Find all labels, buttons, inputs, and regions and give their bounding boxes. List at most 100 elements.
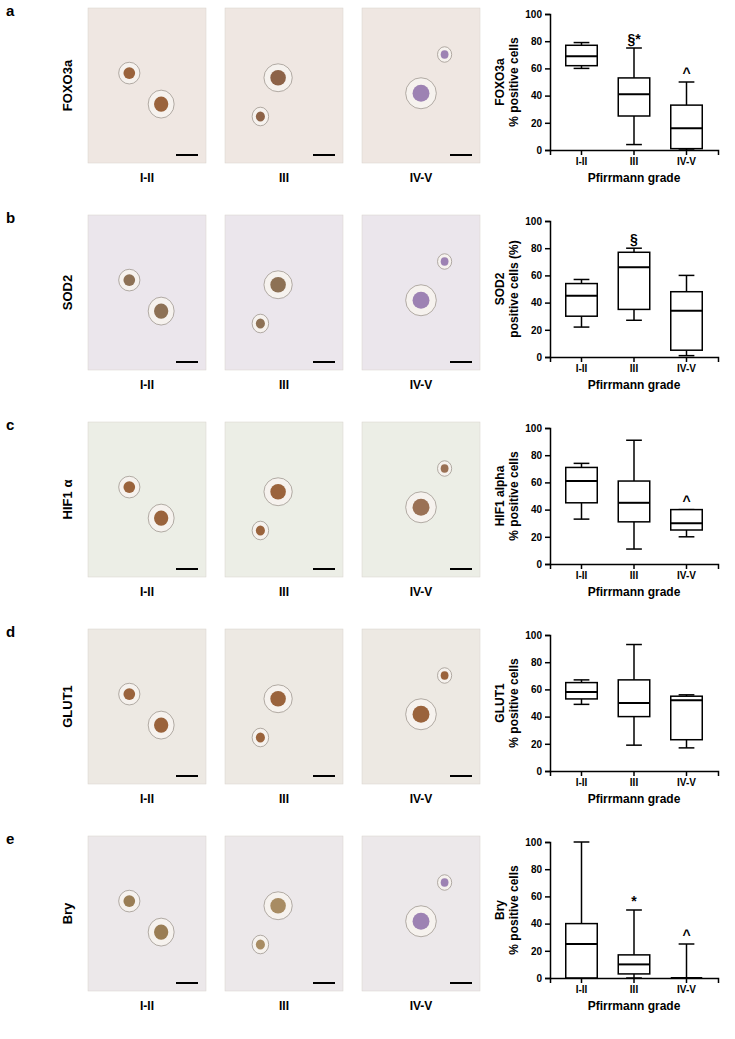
- y-tick-label: 40: [531, 504, 543, 515]
- micrograph-ground: [225, 8, 343, 163]
- cell-nucleus: [270, 484, 286, 499]
- scale-bar: [450, 154, 472, 156]
- image-label: I-II: [140, 999, 154, 1013]
- cell-nucleus: [441, 464, 449, 473]
- y-axis-title: HIF1 alpha: [493, 465, 507, 526]
- scale-bar: [313, 154, 335, 156]
- y-axis-title: Bry: [493, 900, 507, 920]
- cell-lacuna: [264, 271, 292, 299]
- median: [566, 943, 598, 945]
- micrograph: [88, 215, 206, 370]
- y-tick-mark: [545, 923, 550, 925]
- significance-mark: §*: [627, 31, 641, 47]
- x-tick-label: III: [630, 570, 639, 581]
- micrograph-ground: [225, 836, 343, 991]
- y-tick: 0: [536, 559, 550, 570]
- scale-bar: [450, 361, 472, 363]
- y-tick-label: 20: [531, 532, 543, 543]
- box-iqr: [671, 696, 703, 740]
- y-tick: 60: [531, 270, 550, 281]
- x-tick: IV-V: [677, 771, 696, 788]
- significance-mark: ^: [682, 65, 690, 81]
- whisker-cap-min: [574, 326, 590, 328]
- x-tick-label: III: [630, 777, 639, 788]
- y-tick-mark: [545, 842, 550, 844]
- whisker-high: [633, 48, 635, 78]
- x-tick-label: IV-V: [677, 156, 696, 167]
- y-axis: 020406080100: [525, 216, 550, 363]
- y-tick-label: 60: [531, 477, 543, 488]
- whisker-cap-max: [574, 463, 590, 465]
- cell-nucleus: [154, 924, 168, 939]
- y-tick: 60: [531, 477, 550, 488]
- cell-nucleus: [441, 671, 449, 680]
- cell-lacuna: [264, 685, 292, 713]
- y-axis-line: [545, 843, 551, 979]
- panel: cHIF1 αI-IIIIIIV-V^020406080100I-IIIIIIV…: [6, 416, 719, 599]
- scale-bar: [313, 361, 335, 363]
- x-tick-mark: [686, 564, 688, 569]
- median: [671, 522, 703, 524]
- box-iqr: [618, 252, 650, 309]
- cell-lacuna: [264, 478, 292, 506]
- y-tick-label: 20: [531, 739, 543, 750]
- y-tick-mark: [545, 150, 550, 152]
- y-tick: 40: [531, 90, 550, 101]
- cell-nucleus: [270, 277, 286, 292]
- cell-nucleus: [154, 717, 168, 732]
- x-axis: I-IIIIIIV-V: [551, 978, 719, 995]
- y-tick: 100: [525, 423, 550, 434]
- plot-area: [566, 440, 703, 549]
- plot-area: [566, 43, 703, 150]
- whisker-cap-min: [574, 68, 590, 70]
- micrograph: [362, 8, 480, 163]
- significance-mark: *: [631, 893, 637, 909]
- box: [566, 43, 598, 69]
- cell-nucleus: [413, 706, 430, 723]
- whisker-cap-min: [626, 744, 642, 746]
- cell-nucleus: [154, 510, 168, 525]
- x-tick-mark: [581, 771, 583, 776]
- y-tick-label: 100: [525, 216, 542, 227]
- cell-lacuna: [406, 906, 437, 937]
- x-tick: IV-V: [677, 150, 696, 167]
- y-tick: 80: [531, 450, 550, 461]
- box: [671, 82, 703, 150]
- image-label: III: [279, 585, 289, 599]
- cell-nucleus: [441, 50, 449, 59]
- median: [566, 295, 598, 297]
- y-tick-label: 40: [531, 297, 543, 308]
- significance-mark: §: [630, 231, 638, 247]
- box-iqr: [566, 467, 598, 502]
- y-tick-label: 80: [531, 243, 543, 254]
- y-tick-mark: [545, 662, 550, 664]
- scale-bar: [450, 568, 472, 570]
- y-tick-label: 60: [531, 63, 543, 74]
- x-tick-mark: [633, 978, 635, 983]
- x-axis: I-IIIIIIV-V: [551, 564, 719, 581]
- x-tick: IV-V: [677, 357, 696, 374]
- cell-nucleus: [256, 111, 265, 121]
- x-tick-label: III: [630, 363, 639, 374]
- plot-area: [566, 248, 703, 355]
- y-tick-mark: [545, 221, 550, 223]
- cell-nucleus: [413, 292, 430, 309]
- box-iqr: [671, 105, 703, 149]
- y-tick: 100: [525, 216, 550, 227]
- y-tick-mark: [545, 14, 550, 16]
- y-tick-label: 0: [536, 559, 542, 570]
- x-tick-mark: [686, 357, 688, 362]
- x-tick-label: I-II: [576, 984, 588, 995]
- micrograph-ground: [88, 836, 206, 991]
- whisker-cap-max: [626, 644, 642, 646]
- box-iqr: [618, 955, 650, 974]
- whisker-cap-max: [626, 47, 642, 49]
- x-tick-mark: [633, 150, 635, 155]
- box: [671, 510, 703, 537]
- x-tick-label: III: [630, 984, 639, 995]
- x-tick-mark: [686, 150, 688, 155]
- y-tick-mark: [545, 428, 550, 430]
- y-tick: 80: [531, 36, 550, 47]
- micrograph-ground: [362, 629, 480, 784]
- cell-lacuna: [252, 107, 269, 126]
